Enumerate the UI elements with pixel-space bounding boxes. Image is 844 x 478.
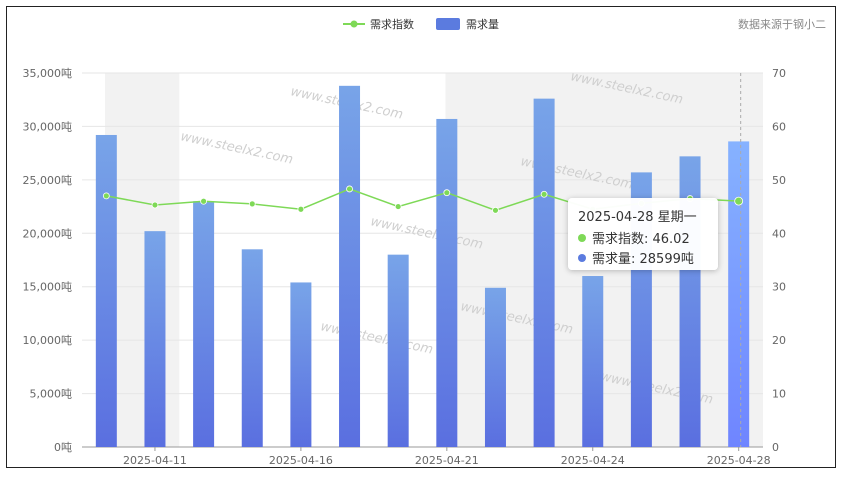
x-tick-label: 2025-04-24: [561, 454, 625, 467]
y-left-tick-label: 20,000吨: [23, 227, 73, 240]
x-tick-label: 2025-04-11: [123, 454, 187, 467]
y-left-tick-label: 35,000吨: [23, 67, 73, 80]
legend-bar-swatch[interactable]: [436, 18, 460, 30]
x-tick-label: 2025-04-16: [269, 454, 333, 467]
y-left-tick-label: 30,000吨: [23, 120, 73, 133]
line-point[interactable]: [297, 205, 305, 213]
y-right-tick-label: 20: [772, 334, 786, 347]
bar[interactable]: [484, 287, 506, 447]
y-left-tick-label: 5,000吨: [30, 388, 73, 401]
bar[interactable]: [290, 282, 312, 447]
tooltip-line-dot: [578, 233, 586, 242]
line-point[interactable]: [394, 203, 402, 210]
tooltip-line-text: 需求指数: 46.02: [592, 232, 690, 247]
bar[interactable]: [144, 231, 166, 447]
line-point[interactable]: [734, 196, 744, 206]
tooltip-bar-dot: [578, 253, 586, 262]
legend-line-label[interactable]: 需求指数: [370, 17, 414, 31]
x-tick-label: 2025-04-28: [707, 454, 771, 467]
watermark-text: www.steelx2.com: [179, 129, 294, 167]
tooltip-bar-row: 需求量: 28599吨: [578, 248, 694, 267]
y-right-tick-label: 50: [772, 174, 786, 187]
y-right-tick-label: 0: [772, 441, 779, 454]
bar[interactable]: [95, 134, 117, 447]
bar[interactable]: [436, 118, 458, 447]
bar[interactable]: [533, 98, 555, 447]
watermark-text: www.steelx2.com: [319, 319, 434, 357]
y-right-tick-label: 30: [772, 281, 786, 294]
line-point[interactable]: [346, 185, 353, 193]
legend: 需求指数 需求量: [343, 17, 499, 31]
bar[interactable]: [387, 254, 409, 447]
tooltip-bar-text: 需求量: 28599吨: [592, 252, 694, 267]
bar[interactable]: [728, 141, 750, 447]
line-point[interactable]: [151, 201, 159, 209]
tooltip-title: 2025-04-28 星期一: [578, 210, 697, 225]
line-point[interactable]: [540, 190, 548, 198]
bar[interactable]: [582, 276, 604, 447]
axes: 0吨 5,000吨 10,000吨 15,000吨 20,000吨 25,000吨 30,0…: [23, 67, 787, 467]
legend-bar-label[interactable]: 需求量: [466, 18, 499, 31]
bar[interactable]: [241, 249, 263, 447]
y-left-tick-label: 0吨: [54, 441, 72, 454]
tooltip-line-row: 需求指数: 46.02: [578, 228, 690, 247]
legend-line-marker: [350, 20, 358, 28]
y-right-tick-label: 70: [772, 67, 786, 80]
bar[interactable]: [339, 85, 361, 447]
line-point[interactable]: [102, 192, 110, 200]
line-point[interactable]: [443, 189, 451, 197]
y-right-tick-label: 10: [772, 388, 786, 401]
y-left-tick-label: 10,000吨: [23, 334, 73, 347]
y-right-tick-label: 60: [772, 120, 786, 133]
y-right-tick-label: 40: [772, 227, 786, 240]
line-point[interactable]: [248, 200, 256, 208]
week-band: [105, 73, 180, 447]
data-source: 数据来源于钢小二: [738, 17, 826, 31]
y-left-tick-label: 25,000吨: [23, 174, 73, 187]
tooltip: 2025-04-28 星期一 需求指数: 46.02 需求量: 28599吨: [568, 198, 718, 270]
y-left-tick-label: 15,000吨: [23, 281, 73, 294]
line-point[interactable]: [492, 206, 499, 214]
line-point[interactable]: [200, 197, 208, 205]
bar[interactable]: [193, 201, 215, 447]
x-tick-label: 2025-04-21: [415, 454, 479, 467]
